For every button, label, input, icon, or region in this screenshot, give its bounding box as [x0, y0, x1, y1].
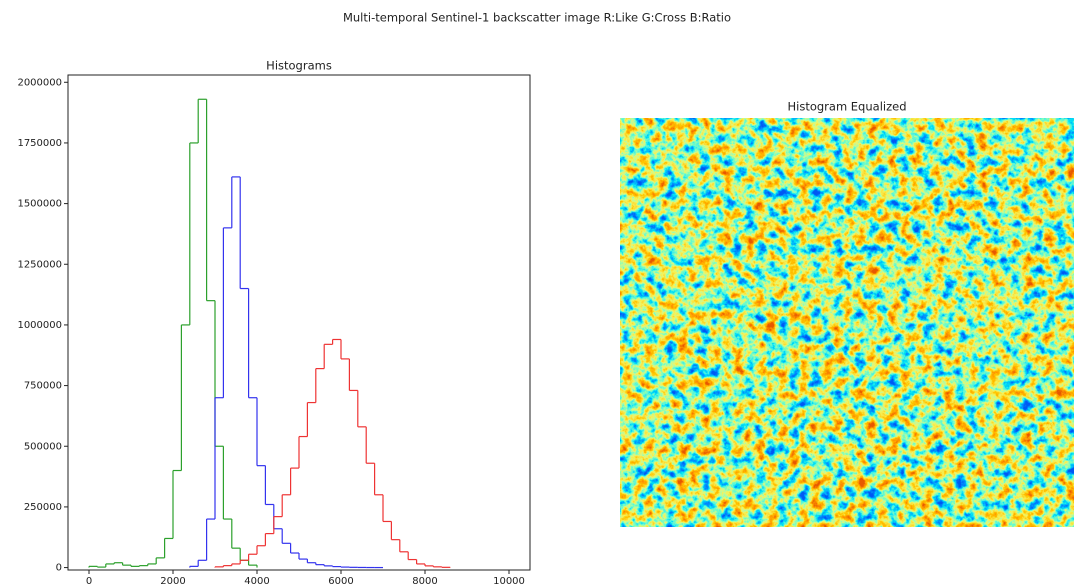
image-title: Histogram Equalized [787, 100, 906, 114]
y-tick-label: 0 [56, 563, 62, 574]
y-tick-label: 250000 [24, 502, 62, 513]
x-tick-label: 10000 [493, 576, 525, 587]
y-tick-label: 1500000 [17, 199, 62, 210]
y-tick-label: 1750000 [17, 138, 62, 149]
y-tick-label: 1250000 [17, 259, 62, 270]
y-tick-label: 2000000 [17, 77, 62, 88]
axes-frame [67, 74, 531, 571]
y-tick-label: 500000 [24, 441, 62, 452]
equalized-image [620, 118, 1074, 527]
x-tick-label: 6000 [328, 576, 353, 587]
y-tick-label: 750000 [24, 381, 62, 392]
x-tick-label: 2000 [160, 576, 185, 587]
x-tick-label: 4000 [244, 576, 269, 587]
axes-title: Histograms [266, 59, 332, 73]
x-tick-label: 8000 [412, 576, 437, 587]
y-tick-label: 1000000 [17, 320, 62, 331]
figure-title: Multi-temporal Sentinel-1 backscatter im… [343, 11, 731, 25]
x-tick-label: 0 [86, 576, 92, 587]
